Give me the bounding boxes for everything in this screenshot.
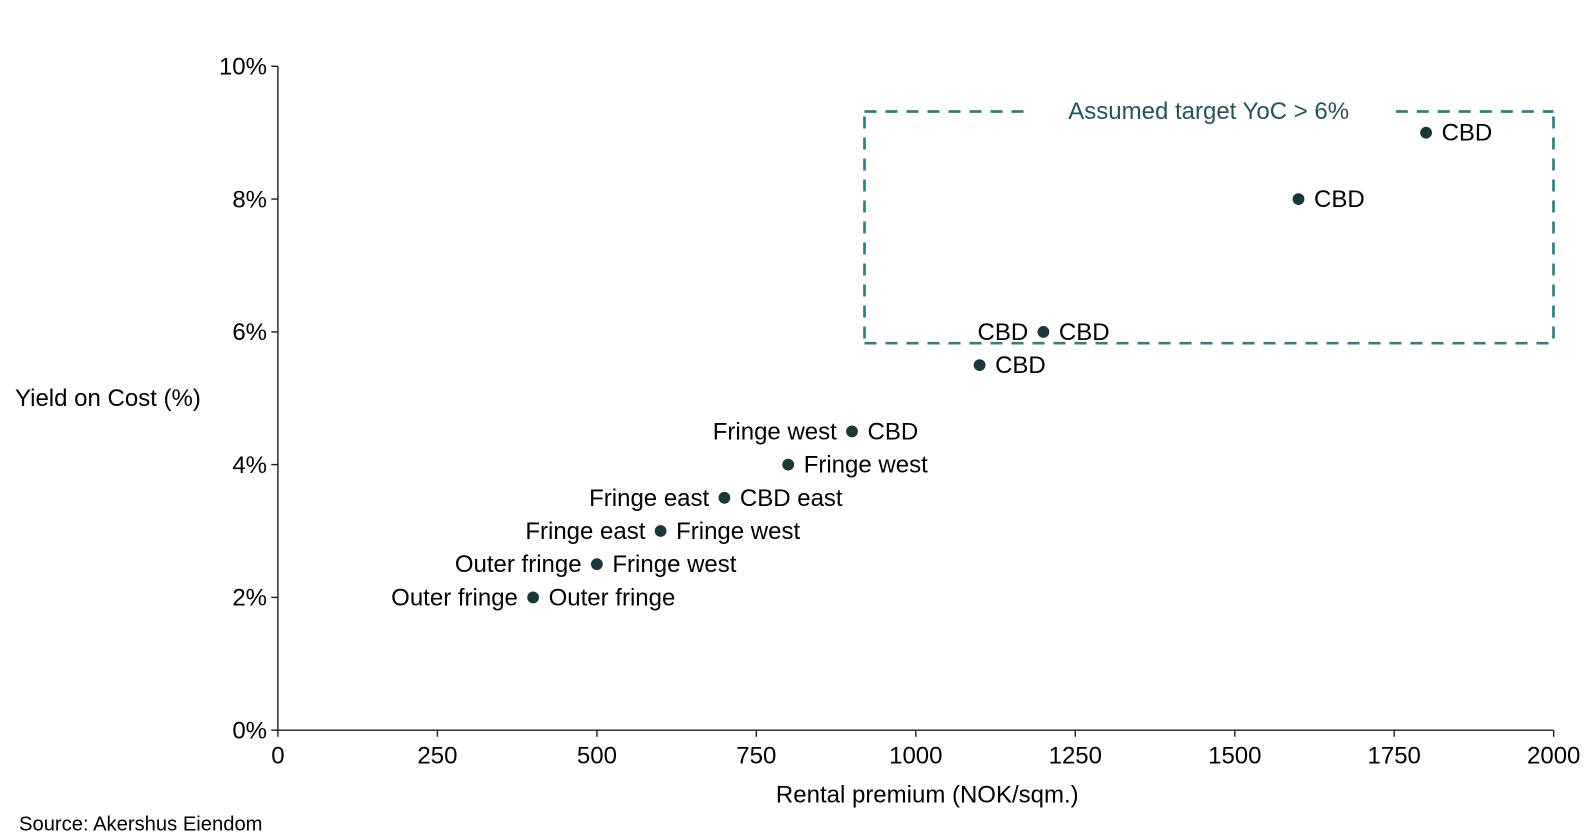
svg-text:1500: 1500: [1208, 743, 1261, 770]
svg-text:Rental premium (NOK/sqm.): Rental premium (NOK/sqm.): [776, 782, 1079, 809]
svg-text:1000: 1000: [889, 743, 942, 770]
svg-text:CBD: CBD: [868, 418, 919, 445]
svg-text:2%: 2%: [232, 585, 267, 612]
svg-text:1750: 1750: [1368, 743, 1421, 770]
svg-text:CBD: CBD: [995, 352, 1046, 379]
svg-text:0: 0: [271, 743, 284, 770]
svg-text:CBD: CBD: [1314, 186, 1365, 213]
svg-text:Assumed target YoC > 6%: Assumed target YoC > 6%: [1068, 98, 1349, 125]
svg-text:1250: 1250: [1049, 743, 1102, 770]
svg-text:2000: 2000: [1527, 743, 1580, 770]
svg-text:Fringe west: Fringe west: [713, 418, 837, 445]
svg-text:Source: Akershus Eiendom: Source: Akershus Eiendom: [19, 814, 263, 836]
svg-text:Outer fringe: Outer fringe: [391, 584, 518, 611]
svg-text:10%: 10%: [219, 54, 267, 81]
svg-text:Outer fringe: Outer fringe: [455, 551, 582, 578]
svg-text:8%: 8%: [232, 186, 267, 213]
svg-text:750: 750: [736, 743, 776, 770]
svg-text:Fringe west: Fringe west: [804, 452, 928, 479]
svg-text:CBD: CBD: [1059, 319, 1110, 346]
svg-text:Fringe east: Fringe east: [589, 485, 709, 512]
svg-text:Yield on Cost (%): Yield on Cost (%): [15, 385, 201, 412]
svg-text:Fringe west: Fringe west: [612, 551, 736, 578]
svg-text:500: 500: [577, 743, 617, 770]
svg-text:0%: 0%: [232, 717, 267, 744]
svg-text:4%: 4%: [232, 452, 267, 479]
svg-text:Outer fringe: Outer fringe: [549, 584, 676, 611]
svg-text:CBD: CBD: [1442, 120, 1493, 147]
svg-text:CBD east: CBD east: [740, 485, 843, 512]
svg-text:Fringe west: Fringe west: [676, 518, 800, 545]
svg-text:Fringe east: Fringe east: [525, 518, 645, 545]
svg-text:6%: 6%: [232, 319, 267, 346]
svg-text:CBD: CBD: [978, 319, 1029, 346]
svg-text:250: 250: [417, 743, 457, 770]
